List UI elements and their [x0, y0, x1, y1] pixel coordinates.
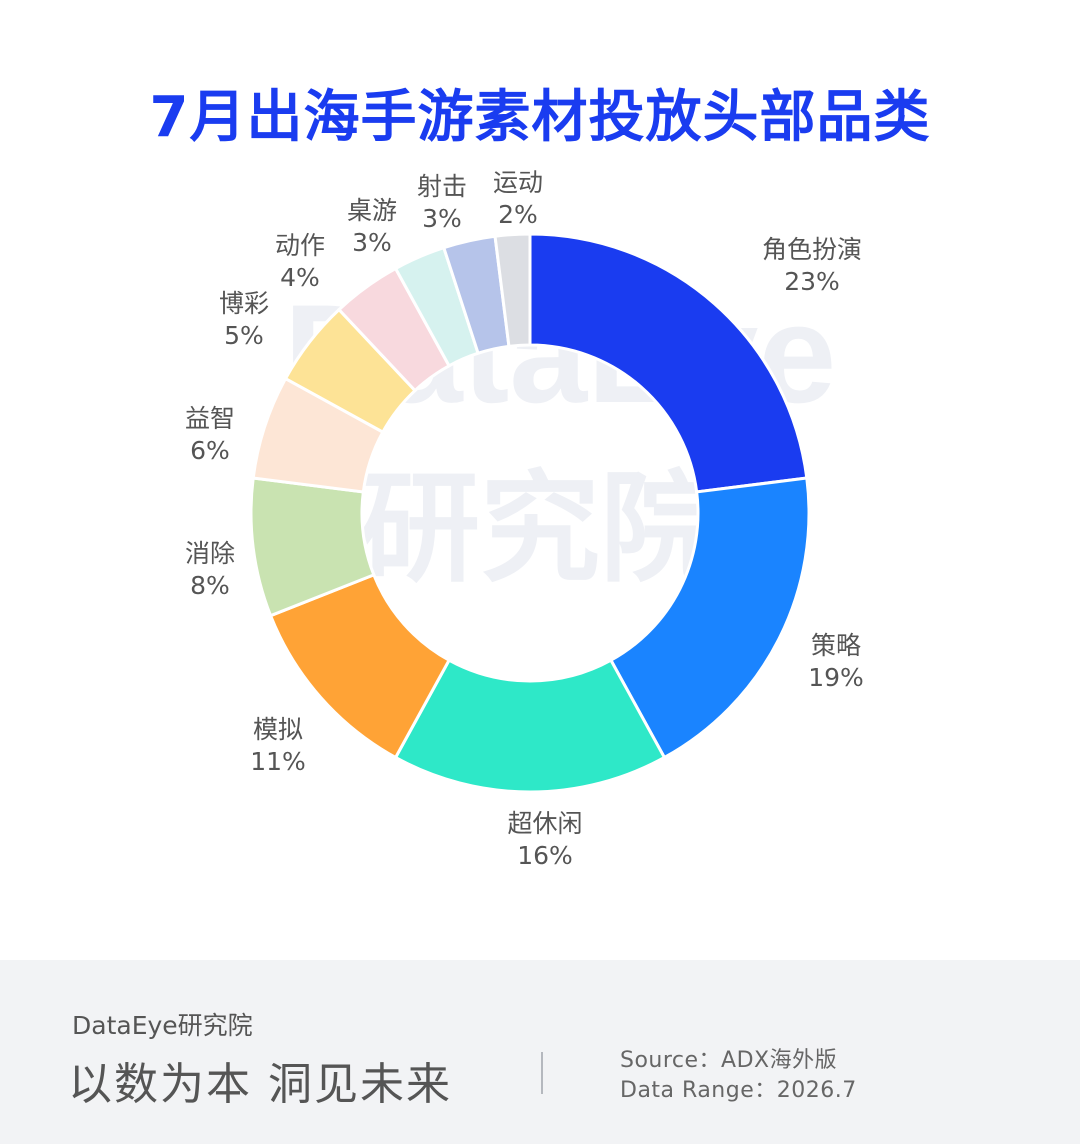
- donut-slices: [249, 232, 811, 794]
- watermark-line2: 研究院: [360, 462, 720, 596]
- slice-labels: 角色扮演 23% 策略 19% 超休闲 16% 模拟 11% 消除 8% 益智 6% 博彩 5% 动作 4% 桌…: [185, 168, 864, 870]
- slice-value-5: 8%: [190, 571, 230, 600]
- donut-chart: DataEye 研究院 角色扮演23%策略19%超休闲16%模拟11%消除8%益…: [185, 168, 864, 870]
- slice-value-11: 2%: [498, 200, 538, 229]
- slice-label-3: 超休闲: [507, 809, 582, 838]
- slice-label-5: 消除: [185, 539, 235, 568]
- slice-value-10: 3%: [422, 204, 462, 233]
- slice-2: [608, 476, 811, 760]
- slice-value-9: 3%: [352, 228, 392, 257]
- slice-label-9: 桌游: [347, 196, 397, 225]
- slice-label-10: 射击: [417, 172, 467, 201]
- data-range-line: Data Range：2026.7: [620, 1078, 857, 1103]
- slice-value-3: 16%: [517, 841, 573, 870]
- slice-3: [393, 658, 667, 794]
- slice-value-8: 4%: [280, 263, 320, 292]
- slice-label-4: 模拟: [253, 715, 303, 744]
- slice-label-7: 博彩: [219, 289, 269, 318]
- slice-11: [493, 232, 532, 349]
- slogan: 以数为本 洞见未来: [68, 1059, 452, 1110]
- chart-title: 7月出海手游素材投放头部品类: [149, 85, 931, 150]
- source-line: Source：ADX海外版: [620, 1048, 838, 1073]
- footer-divider: [541, 1052, 543, 1094]
- slice-value-7: 5%: [224, 321, 264, 350]
- source-info: Source：ADX海外版 Data Range：2026.7: [620, 1046, 857, 1106]
- brand-name: DataEye研究院: [72, 1011, 253, 1040]
- footer: DataEye研究院 以数为本 洞见未来 Source：ADX海外版 Data …: [0, 960, 1080, 1144]
- slice-label-6: 益智: [185, 404, 235, 433]
- slice-label-8: 动作: [275, 231, 325, 260]
- slice-label-1: 角色扮演: [762, 235, 862, 264]
- slice-value-6: 6%: [190, 436, 230, 465]
- slice-label-2: 策略: [811, 631, 861, 660]
- slice-value-2: 19%: [808, 663, 864, 692]
- slice-label-11: 运动: [493, 168, 543, 197]
- slice-value-1: 23%: [784, 267, 840, 296]
- slice-1: [528, 232, 809, 494]
- slice-value-4: 11%: [250, 747, 306, 776]
